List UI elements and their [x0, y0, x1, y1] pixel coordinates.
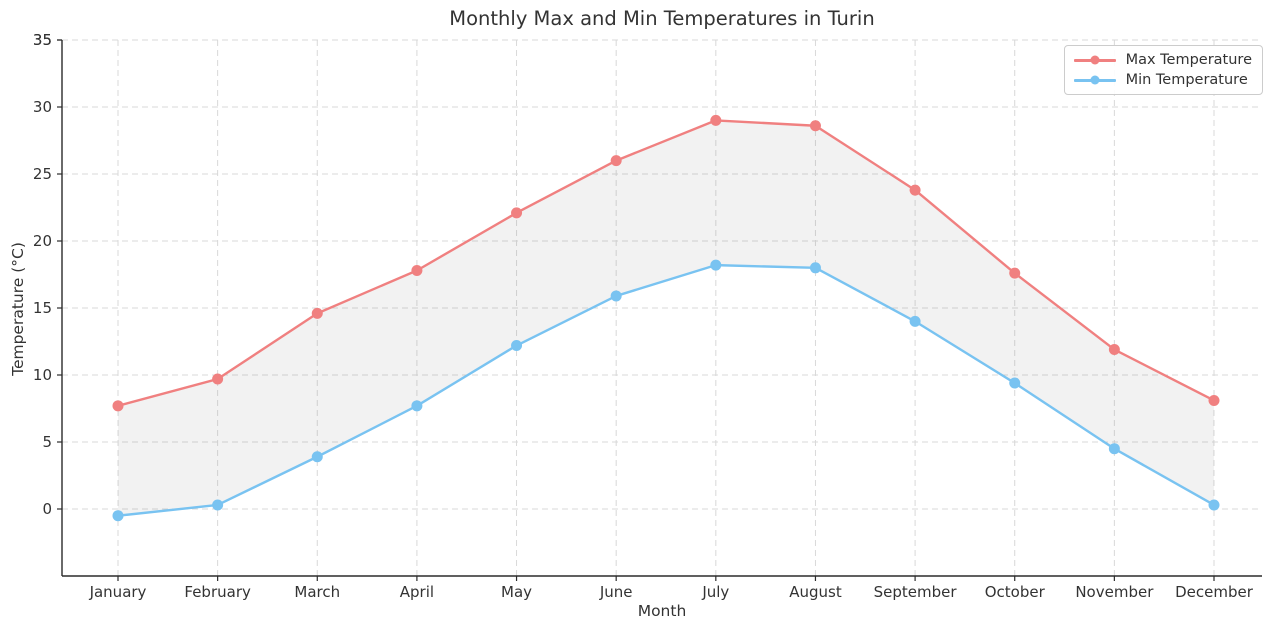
min-temperature-line [117, 263, 1215, 517]
legend-item-min: Min Temperature [1073, 72, 1252, 88]
data-point-marker [909, 184, 921, 196]
x-tick-labels: January February March April May June July Augu… [89, 583, 1254, 601]
data-point-marker [511, 207, 523, 219]
legend-label-min: Min Temperature [1125, 72, 1248, 88]
y-tick-label: 5 [42, 433, 52, 451]
min-temperature-series [112, 259, 1220, 522]
data-point-marker [1108, 443, 1120, 455]
legend-label-max: Max Temperature [1125, 52, 1252, 68]
temperature-range-fill [118, 120, 1214, 516]
x-tick-label: October [985, 583, 1046, 601]
x-tick-label: March [294, 583, 340, 601]
max-temperature-swatch [1073, 55, 1116, 65]
legend: Max Temperature Min Temperature [1063, 45, 1263, 95]
y-tick-label: 35 [33, 31, 52, 49]
x-tick-label: February [184, 583, 251, 601]
legend-item-max: Max Temperature [1073, 52, 1252, 68]
grid-lines [62, 39, 1262, 576]
tick-marks [57, 39, 1215, 581]
x-tick-label: December [1175, 583, 1254, 601]
x-tick-label: July [701, 583, 729, 601]
x-tick-label: May [501, 583, 532, 601]
min-temperature-swatch [1073, 75, 1116, 85]
data-point-marker [1009, 377, 1021, 389]
data-point-marker [809, 262, 821, 274]
x-tick-label: April [400, 583, 434, 601]
chart-title: Monthly Max and Min Temperatures in Turi… [449, 7, 875, 30]
data-point-marker [710, 114, 722, 126]
y-tick-label: 25 [33, 165, 52, 183]
y-tick-label: 0 [42, 500, 52, 518]
data-point-marker [511, 340, 523, 352]
y-tick-label: 35 [33, 31, 52, 49]
y-tick-label: 15 [33, 299, 52, 317]
data-point-marker [610, 290, 622, 302]
data-point-marker [212, 499, 224, 511]
x-tick-label: June [599, 583, 633, 601]
y-tick-label: 30 [33, 98, 52, 116]
y-tick-label: 20 [33, 232, 52, 250]
data-point-marker [411, 264, 423, 276]
x-axis-title: Month [637, 602, 687, 620]
x-tick-label: January [89, 583, 147, 601]
data-point-marker [1009, 267, 1021, 279]
data-point-marker [311, 307, 323, 319]
x-tick-label: August [789, 583, 842, 601]
data-point-marker [809, 120, 821, 132]
data-point-marker [311, 451, 323, 463]
max-temperature-series [112, 114, 1220, 412]
data-point-marker [112, 400, 124, 412]
x-tick-label: November [1075, 583, 1154, 601]
data-point-marker [112, 510, 124, 522]
data-point-marker [212, 373, 224, 385]
data-point-marker [1208, 499, 1220, 511]
data-point-marker [710, 259, 722, 271]
data-point-marker [411, 400, 423, 412]
data-point-marker [909, 315, 921, 327]
data-point-marker [610, 155, 622, 167]
max-temperature-line [117, 119, 1215, 407]
x-tick-label: September [874, 583, 958, 601]
data-point-marker [1208, 394, 1220, 406]
y-tick-label: 10 [33, 366, 52, 384]
data-point-marker [1108, 344, 1120, 356]
